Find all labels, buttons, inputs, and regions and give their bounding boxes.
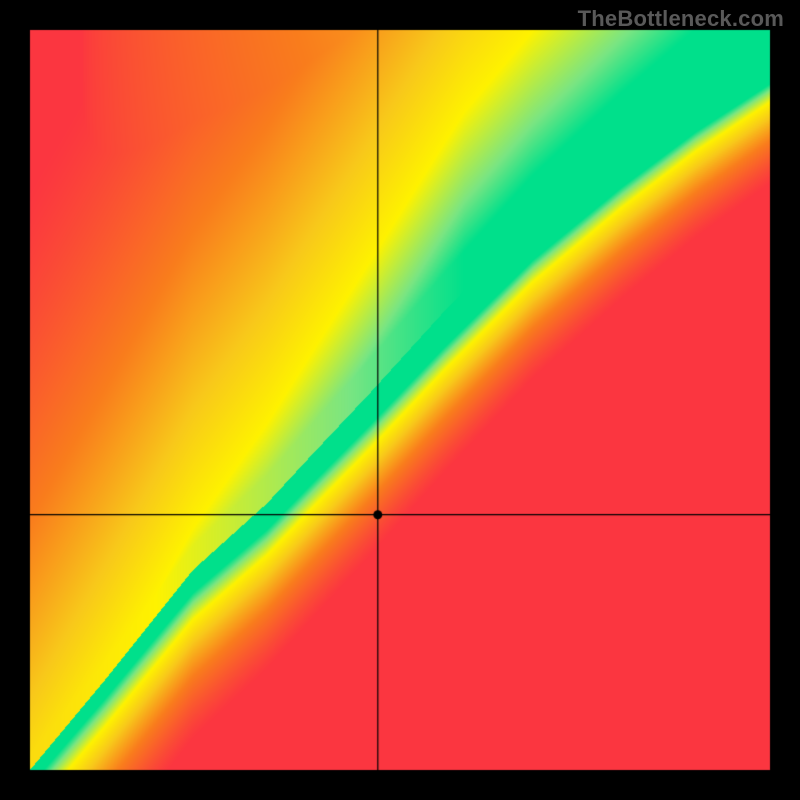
- bottleneck-heatmap: [0, 0, 800, 800]
- watermark-text: TheBottleneck.com: [578, 6, 784, 32]
